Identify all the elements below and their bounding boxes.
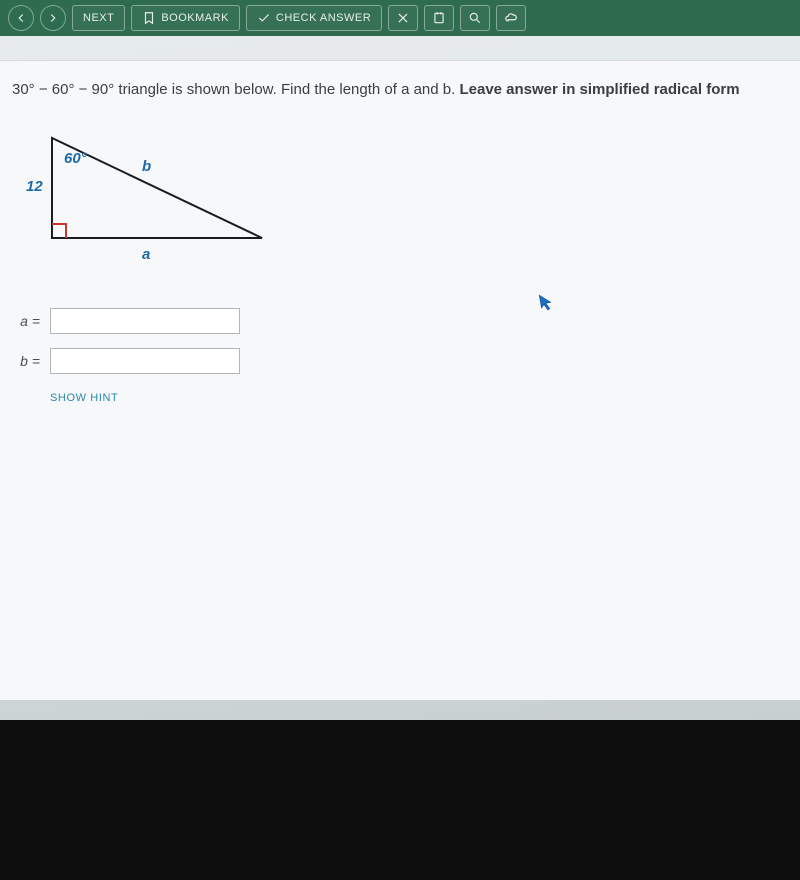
question-bold: Leave answer in simplified radical form (459, 81, 739, 98)
answer-row-a: a = (12, 308, 788, 334)
prev-button[interactable] (8, 5, 34, 31)
question-prefix: 30° − 60° − 90° triangle is shown below.… (12, 81, 459, 98)
a-input[interactable] (50, 308, 240, 334)
search-icon (468, 11, 482, 25)
side-a-label: a (142, 246, 150, 263)
chevron-left-icon (14, 11, 28, 25)
angle-60-label: 60° (64, 150, 87, 167)
close-icon (396, 11, 410, 25)
a-label: a = (12, 313, 40, 329)
next-button[interactable]: NEXT (72, 5, 125, 31)
b-label: b = (12, 353, 40, 369)
b-input[interactable] (50, 348, 240, 374)
chevron-right-icon (46, 11, 60, 25)
answer-row-b: b = (12, 348, 788, 374)
question-panel: 30° − 60° − 90° triangle is shown below.… (0, 60, 800, 700)
notepad-icon (432, 11, 446, 25)
cloud-button[interactable] (496, 5, 526, 31)
show-hint-link[interactable]: SHOW HINT (50, 392, 788, 404)
next-arrow-button[interactable] (40, 5, 66, 31)
answers-block: a = b = (12, 308, 788, 374)
question-text: 30° − 60° − 90° triangle is shown below.… (12, 81, 788, 98)
check-answer-button[interactable]: CHECK ANSWER (246, 5, 382, 31)
side-b-label: b (142, 158, 151, 175)
search-button[interactable] (460, 5, 490, 31)
bookmark-button[interactable]: BOOKMARK (131, 5, 240, 31)
cloud-icon (504, 11, 518, 25)
top-toolbar: NEXT BOOKMARK CHECK ANSWER (0, 0, 800, 36)
triangle-svg (22, 128, 282, 278)
next-label: NEXT (83, 12, 114, 24)
bookmark-label: BOOKMARK (161, 12, 229, 24)
check-answer-label: CHECK ANSWER (276, 12, 371, 24)
bookmark-icon (142, 11, 156, 25)
app-screen: NEXT BOOKMARK CHECK ANSWER 30° − 60° − 9… (0, 0, 800, 720)
close-button[interactable] (388, 5, 418, 31)
notes-button[interactable] (424, 5, 454, 31)
triangle-diagram: 60° 12 b a (22, 128, 282, 278)
laptop-bezel (0, 720, 800, 880)
mouse-cursor-icon (538, 292, 556, 317)
check-icon (257, 11, 271, 25)
side-12-label: 12 (26, 178, 43, 195)
